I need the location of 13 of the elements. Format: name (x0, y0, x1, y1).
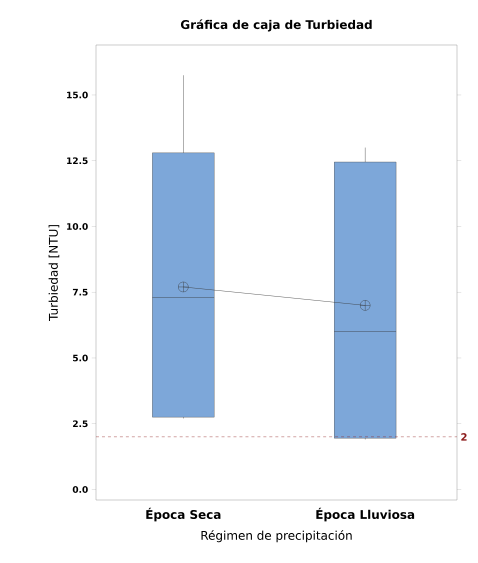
x-axis-title: Régimen de precipitación (201, 530, 352, 542)
y-tick-label: 5.0 (73, 354, 88, 362)
ref-line-label: 2 (461, 433, 467, 441)
x-tick-label: Época Lluviosa (316, 508, 414, 522)
y-tick-label: 15.0 (67, 92, 88, 98)
y-tick-label: 10.0 (67, 223, 88, 230)
x-tick-label: Época Seca (146, 508, 220, 522)
y-tick-label: 2.5 (73, 420, 88, 428)
chart-title: Gráfica de caja de Turbiedad (180, 19, 372, 32)
y-tick-label: 0.0 (72, 486, 88, 493)
y-tick-label: 7.5 (72, 288, 88, 296)
y-axis-title: Turbiedad [NTU] (48, 225, 60, 321)
y-tick-label: 12.5 (67, 157, 88, 164)
